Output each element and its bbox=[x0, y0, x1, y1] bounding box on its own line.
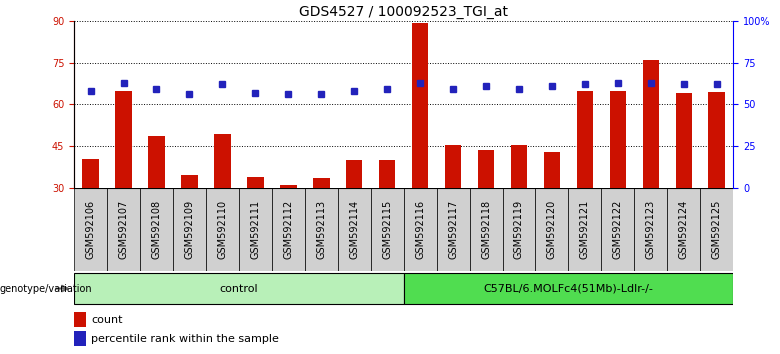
Bar bbox=[502, 188, 535, 271]
Text: GSM592112: GSM592112 bbox=[283, 200, 293, 259]
Bar bbox=[280, 185, 296, 188]
Text: control: control bbox=[219, 284, 258, 293]
Bar bbox=[346, 160, 363, 188]
Title: GDS4527 / 100092523_TGI_at: GDS4527 / 100092523_TGI_at bbox=[300, 5, 508, 19]
Text: GSM592121: GSM592121 bbox=[580, 200, 590, 259]
Text: C57BL/6.MOLFc4(51Mb)-Ldlr-/-: C57BL/6.MOLFc4(51Mb)-Ldlr-/- bbox=[484, 284, 654, 293]
Bar bbox=[215, 133, 231, 188]
Bar bbox=[338, 188, 370, 271]
Text: genotype/variation: genotype/variation bbox=[0, 284, 93, 293]
Bar bbox=[412, 23, 428, 188]
Bar bbox=[404, 188, 437, 271]
Text: GSM592117: GSM592117 bbox=[448, 200, 458, 259]
Bar bbox=[478, 150, 495, 188]
Bar bbox=[404, 273, 733, 304]
Bar bbox=[634, 188, 667, 271]
Bar bbox=[445, 145, 461, 188]
Bar bbox=[74, 331, 86, 346]
Bar bbox=[601, 188, 634, 271]
Bar bbox=[379, 160, 395, 188]
Bar bbox=[667, 188, 700, 271]
Bar bbox=[74, 188, 107, 271]
Bar bbox=[643, 60, 659, 188]
Bar bbox=[181, 175, 197, 188]
Bar bbox=[74, 312, 86, 327]
Text: GSM592115: GSM592115 bbox=[382, 200, 392, 259]
Bar bbox=[74, 273, 404, 304]
Text: GSM592122: GSM592122 bbox=[613, 200, 623, 259]
Text: GSM592107: GSM592107 bbox=[119, 200, 129, 259]
Bar bbox=[206, 188, 239, 271]
Text: GSM592113: GSM592113 bbox=[316, 200, 326, 259]
Text: percentile rank within the sample: percentile rank within the sample bbox=[91, 334, 278, 344]
Text: GSM592110: GSM592110 bbox=[218, 200, 228, 259]
Bar bbox=[313, 178, 329, 188]
Bar bbox=[173, 188, 206, 271]
Text: GSM592111: GSM592111 bbox=[250, 200, 261, 259]
Bar bbox=[271, 188, 305, 271]
Text: GSM592124: GSM592124 bbox=[679, 200, 689, 259]
Bar bbox=[569, 188, 601, 271]
Bar bbox=[576, 91, 593, 188]
Text: GSM592120: GSM592120 bbox=[547, 200, 557, 259]
Bar bbox=[511, 145, 527, 188]
Text: GSM592118: GSM592118 bbox=[481, 200, 491, 259]
Bar bbox=[370, 188, 404, 271]
Text: GSM592109: GSM592109 bbox=[184, 200, 194, 259]
Bar bbox=[140, 188, 173, 271]
Text: GSM592108: GSM592108 bbox=[151, 200, 161, 259]
Bar bbox=[700, 188, 733, 271]
Text: GSM592116: GSM592116 bbox=[415, 200, 425, 259]
Bar bbox=[239, 188, 271, 271]
Text: GSM592114: GSM592114 bbox=[349, 200, 360, 259]
Bar bbox=[148, 136, 165, 188]
Bar bbox=[675, 93, 692, 188]
Text: count: count bbox=[91, 315, 122, 325]
Text: GSM592125: GSM592125 bbox=[711, 200, 722, 259]
Bar bbox=[708, 92, 725, 188]
Bar bbox=[115, 91, 132, 188]
Bar bbox=[544, 152, 560, 188]
Bar bbox=[437, 188, 470, 271]
Bar bbox=[107, 188, 140, 271]
Bar bbox=[83, 159, 99, 188]
Bar bbox=[610, 91, 626, 188]
Bar bbox=[247, 177, 264, 188]
Text: GSM592123: GSM592123 bbox=[646, 200, 656, 259]
Text: GSM592106: GSM592106 bbox=[86, 200, 96, 259]
Bar bbox=[535, 188, 569, 271]
Bar bbox=[305, 188, 338, 271]
Bar bbox=[470, 188, 502, 271]
Text: GSM592119: GSM592119 bbox=[514, 200, 524, 259]
